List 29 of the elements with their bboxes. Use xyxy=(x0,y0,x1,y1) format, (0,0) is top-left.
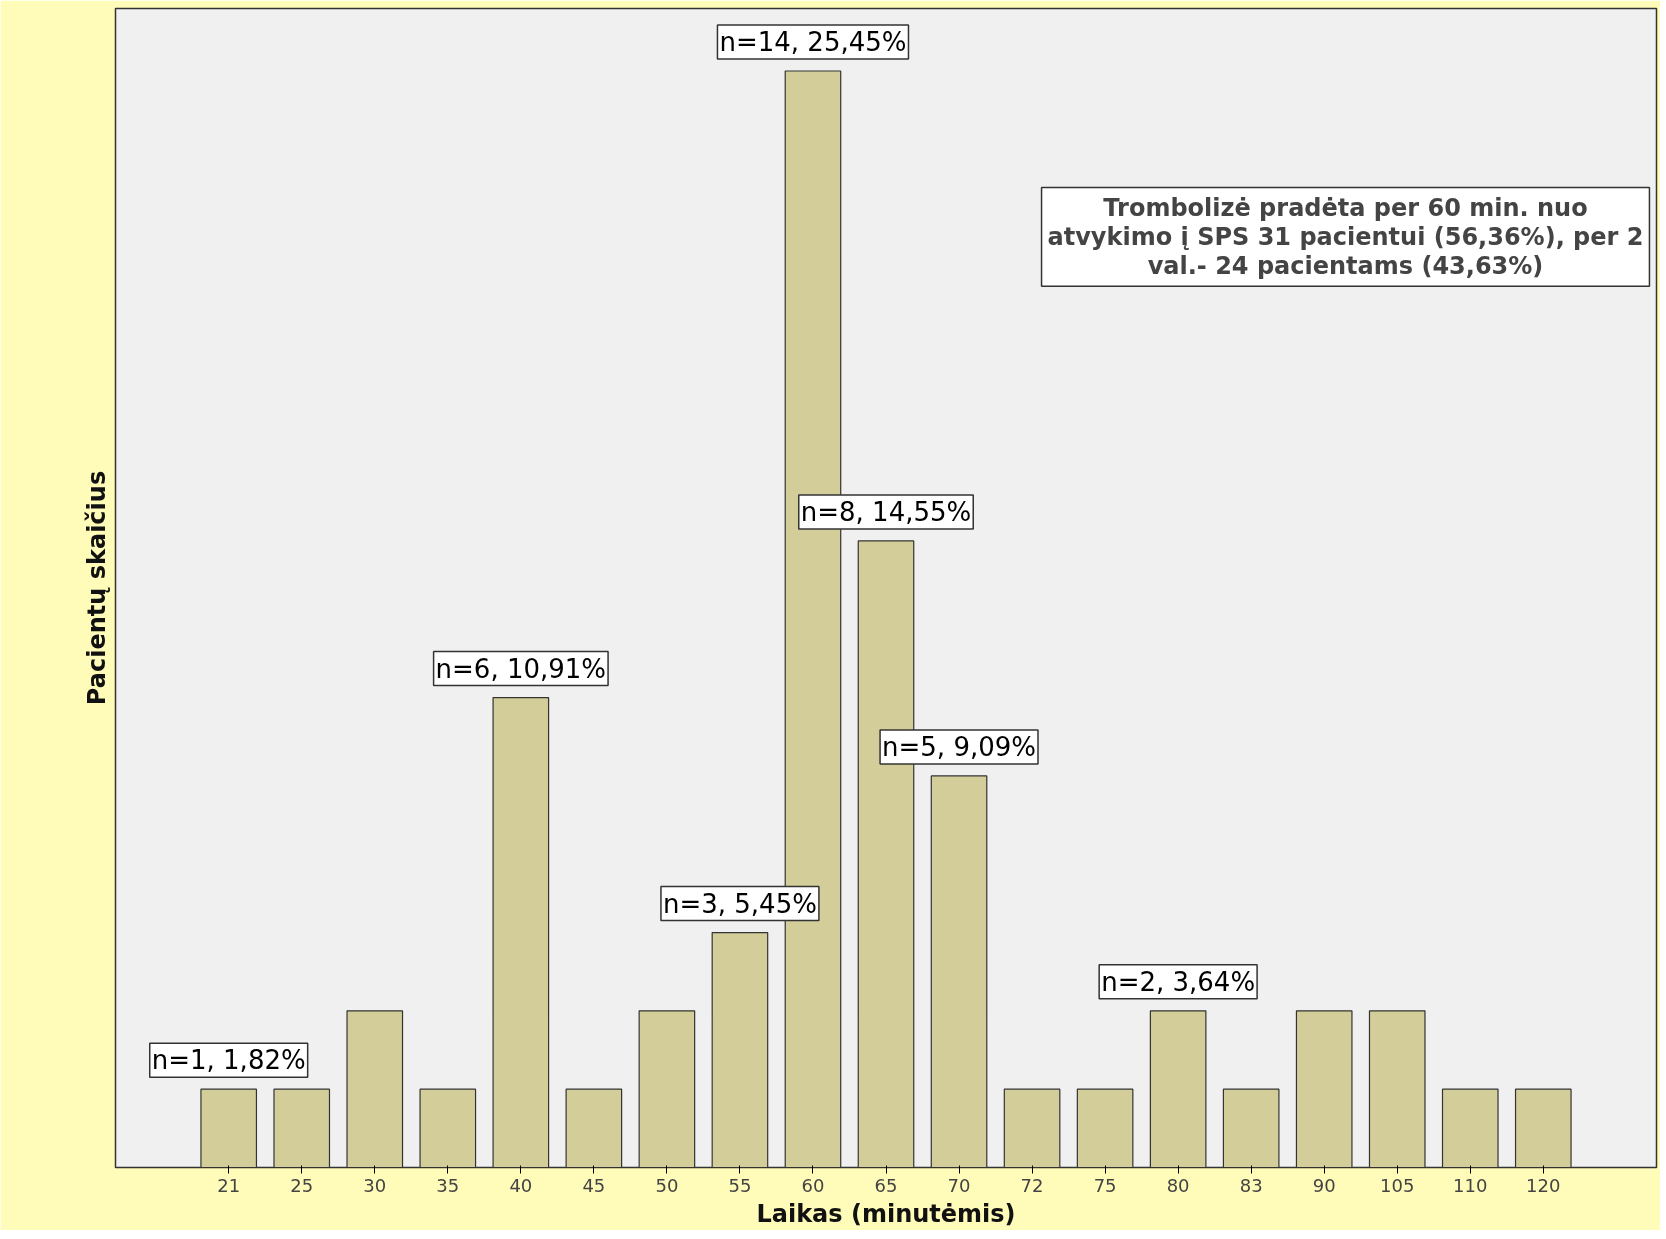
x-tick-label: 30 xyxy=(363,1174,387,1196)
x-tick-label: 80 xyxy=(1166,1174,1190,1196)
x-tick-label: 21 xyxy=(217,1174,241,1196)
annotation: Trombolizė pradėta per 60 min. nuo atvykimo į SPS 31 pacientui (56,36%), per 2 val.- 24 pacientams (43,63%) xyxy=(1047,193,1644,281)
x-tick-label: 90 xyxy=(1312,1174,1336,1196)
x-tick-label: 65 xyxy=(874,1174,898,1196)
x-tick-label: 83 xyxy=(1239,1174,1263,1196)
x-tick-label: 25 xyxy=(290,1174,314,1196)
x-tick-label: 120 xyxy=(1526,1174,1561,1196)
x-tick-label: 60 xyxy=(801,1174,825,1196)
data-label: n=14, 25,45% xyxy=(719,27,907,57)
x-tick-label: 110 xyxy=(1453,1174,1488,1196)
x-tick-label: 72 xyxy=(1020,1174,1044,1196)
data-label: n=8, 14,55% xyxy=(800,496,972,527)
x-tick-label: 35 xyxy=(436,1174,460,1196)
x-tick-label: 45 xyxy=(582,1174,606,1196)
y-axis-title: Pacientų skaičius xyxy=(82,470,111,706)
x-axis-title: Laikas (minutėmis) xyxy=(756,1199,1016,1228)
x-tick-label: 75 xyxy=(1093,1174,1117,1196)
x-tick-label: 55 xyxy=(728,1174,752,1196)
data-label: n=6, 10,91% xyxy=(435,653,607,684)
x-tick-label: 70 xyxy=(947,1174,971,1196)
data-label: n=2, 3,64% xyxy=(1101,966,1256,997)
data-label: n=5, 9,09% xyxy=(882,731,1037,762)
data-label: n=1, 1,82% xyxy=(151,1045,306,1076)
x-tick-label: 40 xyxy=(509,1174,533,1196)
data-label: n=3, 5,45% xyxy=(662,888,817,919)
x-tick-label: 105 xyxy=(1380,1174,1415,1196)
x-tick-label: 50 xyxy=(655,1174,679,1196)
